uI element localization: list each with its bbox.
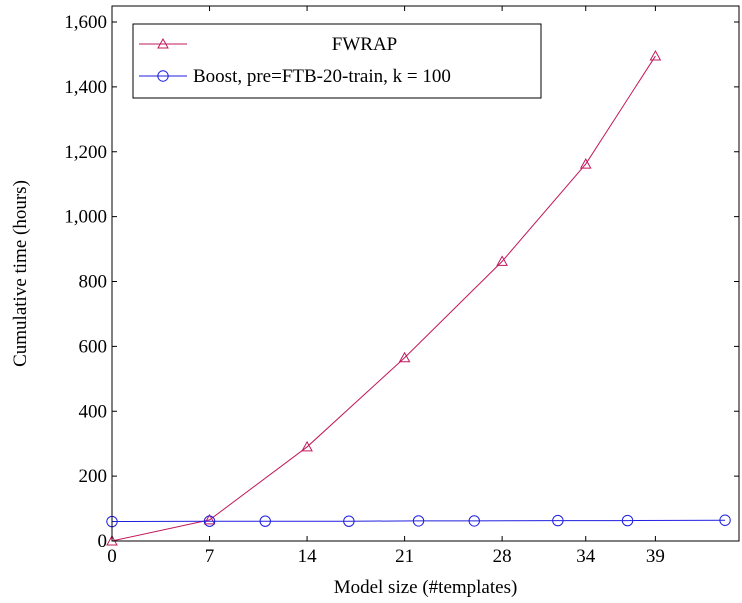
data-point-boost	[259, 515, 271, 527]
legend-marker-fwrap	[157, 37, 169, 49]
y-tick-label: 1,600	[64, 12, 107, 33]
x-tick-label: 21	[395, 546, 414, 567]
x-tick-label: 39	[646, 546, 665, 567]
data-point-boost	[552, 514, 564, 527]
data-point-boost	[203, 515, 216, 527]
data-point-boost	[468, 515, 480, 527]
data-point-fwrap	[203, 513, 216, 525]
data-point-fwrap	[398, 351, 411, 363]
y-tick-label: 1,000	[64, 207, 107, 228]
y-tick-label: 400	[79, 401, 108, 422]
y-tick-label: 1,200	[64, 142, 107, 163]
x-tick-label: 14	[298, 546, 318, 567]
legend-entry-fwrap: FWRAP	[139, 34, 397, 55]
legend-label-fwrap: FWRAP	[332, 34, 397, 55]
plot-frame	[111, 5, 740, 542]
data-point-boost	[621, 514, 634, 527]
axes: 0 7 14 21 28 34 39 0 200 400 600 800 1,000 1,200 1,400…	[64, 5, 740, 567]
legend-marker-boost	[157, 70, 169, 82]
plot-area	[106, 50, 731, 546]
legend-label-boost: Boost, pre=FTB-20-train, k = 100	[193, 66, 451, 87]
y-tick-label: 200	[79, 466, 108, 487]
x-tick-label: 28	[493, 546, 512, 567]
data-point-fwrap	[579, 158, 592, 169]
x-tick-label: 34	[576, 546, 596, 567]
series-line-boost	[111, 519, 726, 523]
y-axis-label: Cumulative time (hours)	[10, 180, 31, 367]
y-tick-label: 600	[79, 336, 108, 357]
series-fwrap	[106, 50, 662, 546]
legend-box	[132, 23, 542, 99]
y-tick-label: 0	[98, 531, 108, 552]
x-tick-label: 0	[107, 546, 117, 567]
legend-entry-boost: Boost, pre=FTB-20-train, k = 100	[139, 66, 451, 87]
data-point-boost	[412, 515, 425, 527]
data-point-fwrap	[649, 50, 662, 61]
series-boost	[106, 514, 731, 528]
series-line-fwrap	[111, 55, 656, 542]
data-point-fwrap	[301, 440, 313, 452]
y-tick-label: 800	[79, 272, 108, 293]
data-point-boost	[343, 515, 355, 527]
data-point-fwrap	[496, 255, 508, 266]
x-axis-label: Model size (#templates)	[334, 577, 518, 598]
x-tick-label: 7	[205, 546, 215, 567]
y-tick-label: 1,400	[64, 77, 107, 98]
legend: FWRAP Boost, pre=FTB-20-train, k = 100	[132, 23, 542, 99]
data-point-boost	[719, 514, 731, 526]
